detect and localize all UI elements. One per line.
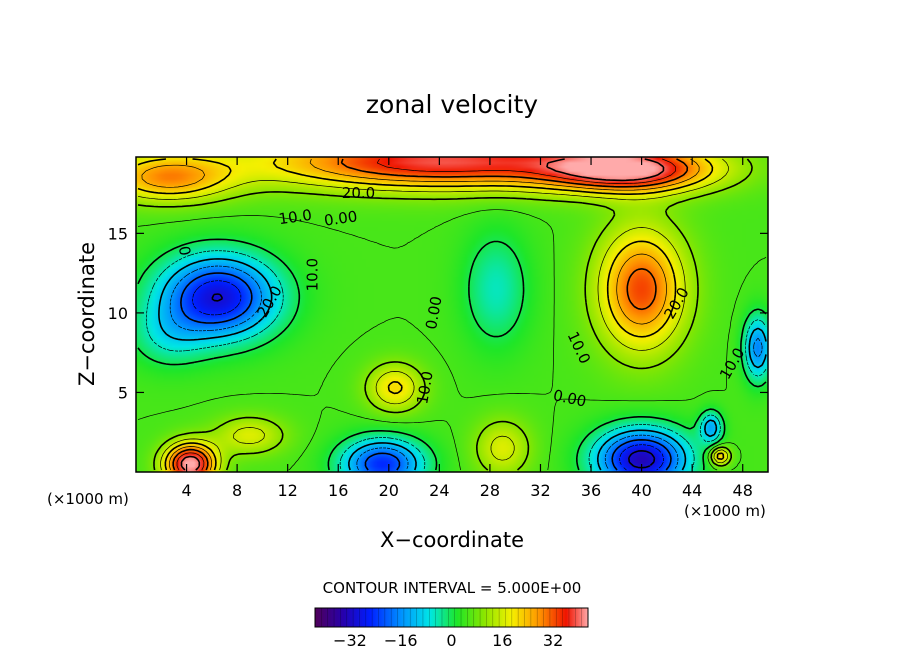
x-tick-label: 36	[581, 481, 601, 500]
colorbar-tick-label: 32	[543, 631, 563, 650]
colorbar-tick-label: 16	[492, 631, 512, 650]
x-tick-label: 28	[480, 481, 500, 500]
contour-line	[180, 272, 672, 471]
x-axis-label: X−coordinate	[380, 528, 524, 552]
x-axis-ticks: 4 8 12 16 20 24 28 32 36 40 44 48	[181, 157, 753, 500]
x-unit-label-right: (×1000 m)	[684, 502, 766, 520]
contour-line	[145, 250, 767, 471]
contour-line	[180, 158, 665, 471]
contour-label: 20.0	[342, 184, 375, 202]
x-tick-label: 4	[181, 481, 191, 500]
colorbar-ticks: −32 −16 0 16 32	[321, 608, 582, 650]
contour-line	[137, 209, 767, 471]
colorbar-frame	[314, 607, 589, 628]
colorbar-tick-label: −16	[384, 631, 418, 650]
contour-line	[158, 258, 767, 471]
contour-label: 10.0	[304, 258, 322, 291]
contour-label: 0.00	[422, 295, 446, 331]
y-axis-label: Z−coordinate	[75, 242, 99, 386]
contour-lines	[137, 158, 767, 471]
y-axis-ticks: 5 10 15	[108, 224, 768, 402]
x-unit-label-left: (×1000 m)	[47, 490, 129, 508]
colorbar-tick-label: 0	[446, 631, 456, 650]
colorbar-gradient	[315, 608, 588, 627]
x-tick-label: 40	[631, 481, 651, 500]
x-tick-label: 12	[278, 481, 298, 500]
x-tick-label: 16	[328, 481, 348, 500]
x-tick-label: 48	[733, 481, 753, 500]
contour-line	[137, 158, 725, 471]
y-tick-label: 10	[108, 304, 128, 323]
plot-frame	[135, 156, 769, 473]
x-tick-label: 32	[530, 481, 550, 500]
x-tick-label: 20	[379, 481, 399, 500]
contour-line	[172, 158, 689, 471]
contour-label: 10.0	[413, 370, 437, 406]
contour-line	[137, 238, 767, 471]
chart-title: zonal velocity	[366, 90, 538, 119]
contour-line	[137, 158, 753, 471]
contour-label: 0.00	[323, 207, 359, 229]
contour-line	[192, 280, 664, 471]
x-tick-label: 24	[429, 481, 449, 500]
colorbar: −32 −16 0 16 32	[314, 607, 589, 650]
contour-line	[137, 158, 729, 471]
contour-line	[141, 158, 700, 471]
contour-interval-label: CONTOUR INTERVAL = 5.000E+00	[323, 579, 582, 597]
colorbar-tick-label: −32	[333, 631, 367, 650]
y-tick-label: 5	[118, 383, 128, 402]
contour-label: 10.0	[277, 206, 313, 228]
contour-label: 0	[175, 245, 194, 258]
x-tick-label: 44	[682, 481, 702, 500]
contour-line	[211, 293, 656, 469]
plot-area: 20.010.0 0.0010.020.000.0010.020.010.00.0…	[135, 156, 769, 473]
contour-line	[169, 265, 763, 471]
x-tick-label: 8	[232, 481, 242, 500]
y-tick-label: 15	[108, 224, 128, 243]
contour-line	[176, 158, 677, 471]
